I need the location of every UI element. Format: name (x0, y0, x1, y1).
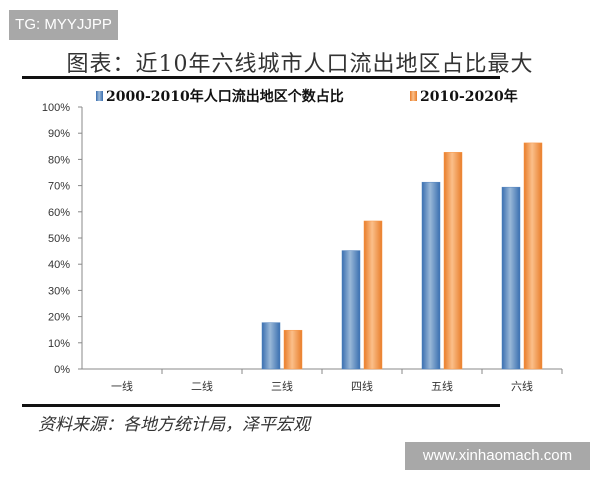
y-tick-label: 10% (48, 338, 70, 350)
y-tick-label: 30% (48, 285, 70, 297)
bar-series-1-四线 (341, 250, 361, 370)
x-tick-label: 一线 (111, 379, 133, 393)
watermark-top: TG: MYYJJPP (9, 10, 118, 40)
bar-series-2-六线 (523, 142, 543, 370)
y-tick-label: 40% (48, 259, 70, 271)
title-divider (22, 76, 500, 79)
source-divider (22, 404, 500, 407)
legend-swatch-series-2 (410, 91, 417, 101)
bar-series-2-四线 (363, 220, 383, 370)
y-tick-label: 80% (48, 154, 70, 166)
x-tick-label: 二线 (191, 379, 213, 393)
y-tick-label: 20% (48, 312, 70, 324)
y-tick-label: 90% (48, 128, 70, 140)
y-tick-label: 0% (54, 364, 70, 376)
x-tick-label: 三线 (271, 379, 293, 393)
x-tick-label: 五线 (431, 379, 453, 393)
legend-label-series-2: 2010-2020年 (420, 88, 518, 105)
legend-label-series-1: 2000-2010年人口流出地区个数占比 (106, 88, 344, 105)
chart-title: 图表：近10年六线城市人口流出地区占比最大 (66, 52, 534, 77)
x-tick-label: 四线 (351, 379, 373, 393)
y-tick-label: 70% (48, 181, 70, 193)
bar-series-2-三线 (283, 329, 303, 370)
bar-series-1-五线 (421, 181, 441, 370)
bar-series-1-六线 (501, 186, 521, 370)
bar-series-1-三线 (261, 322, 281, 370)
bar-series-2-五线 (443, 152, 463, 370)
legend-swatch-series-1 (96, 91, 103, 101)
x-tick-label: 六线 (511, 379, 533, 393)
source-note: 资料来源：各地方统计局，泽平宏观 (38, 415, 310, 435)
watermark-bottom: www.xinhaomach.com (405, 442, 590, 470)
y-tick-label: 50% (48, 233, 70, 245)
y-tick-label: 100% (42, 102, 70, 114)
y-tick-label: 60% (48, 207, 70, 219)
